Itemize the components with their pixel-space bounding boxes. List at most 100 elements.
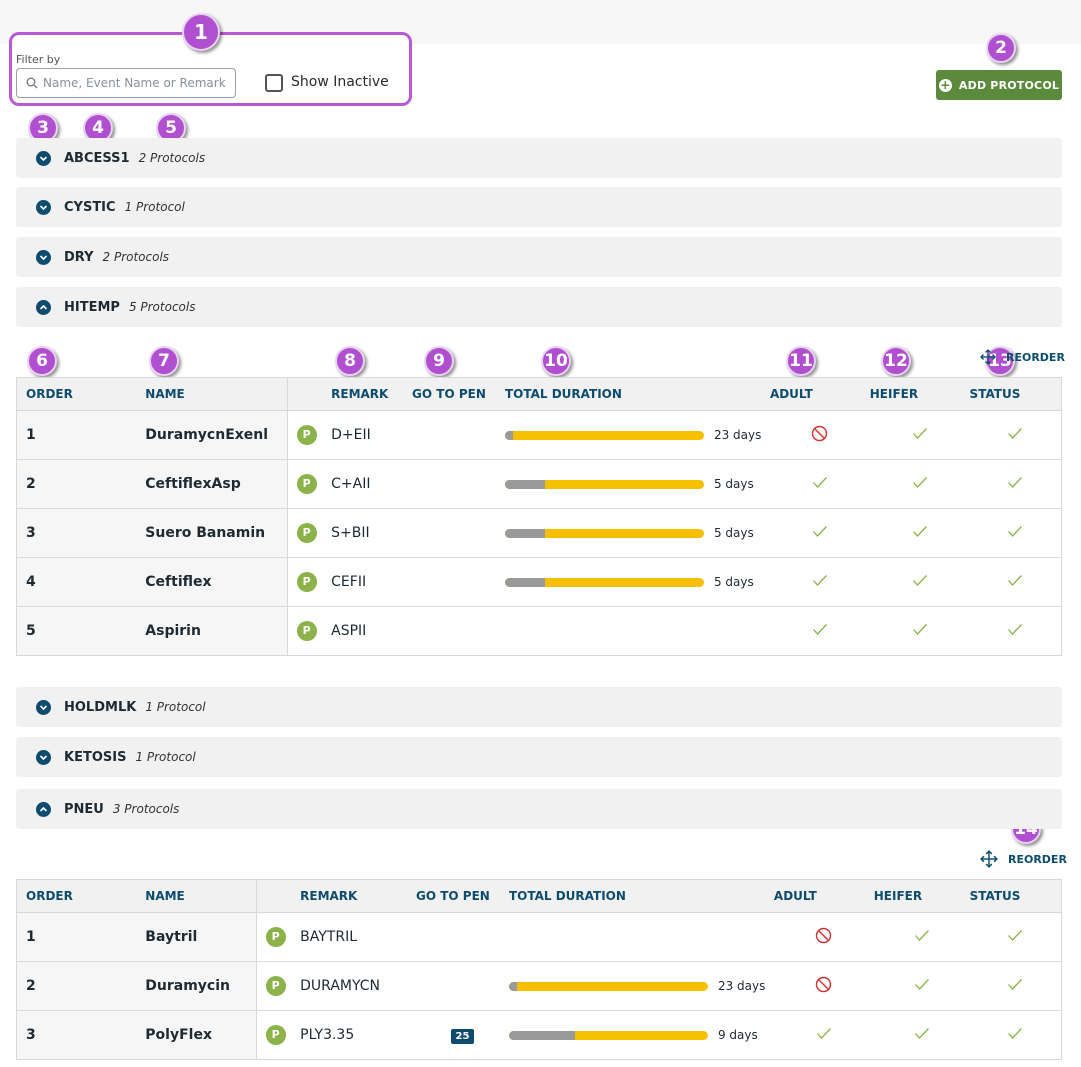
protocol-name[interactable]: Duramycin: [136, 961, 257, 1011]
adult-cell: [769, 557, 870, 607]
table-row[interactable]: 3 PolyFlex P PLY3.35 25 9 days: [16, 1010, 1062, 1060]
chevron-up-icon[interactable]: [36, 299, 51, 315]
group-header-holdmlk[interactable]: HOLDMLK 1 Protocol: [16, 687, 1062, 727]
heifer-cell: [869, 508, 970, 558]
table-row[interactable]: 1 Baytril P BAYTRIL: [16, 912, 1062, 962]
chip-cell: P: [256, 912, 301, 962]
adult-cell: [770, 607, 870, 656]
col-header-go-to-pen[interactable]: GO TO PEN: [412, 377, 505, 411]
table-row[interactable]: 3 Suero Banamin P S+BII 5 days: [16, 508, 1062, 558]
table-row[interactable]: 5 Aspirin P ASPII: [16, 606, 1062, 656]
chevron-down-icon[interactable]: [36, 749, 51, 765]
show-inactive-checkbox[interactable]: [265, 74, 283, 92]
duration-days: 23 days: [713, 428, 762, 442]
chevron-down-icon[interactable]: [36, 150, 51, 166]
heifer-cell: [869, 410, 970, 460]
search-input[interactable]: [43, 69, 233, 97]
callout-badge: 7: [149, 346, 179, 376]
group-header-dry[interactable]: DRY 2 Protocols: [16, 237, 1062, 277]
reorder-button[interactable]: REORDER: [980, 850, 1067, 868]
col-header-remark[interactable]: REMARK: [331, 377, 413, 411]
blocked-icon: [812, 425, 828, 441]
protocol-chip-icon: P: [296, 572, 317, 592]
group-header-pneu[interactable]: PNEU 3 Protocols: [16, 789, 1062, 829]
go-to-pen-cell: [412, 459, 505, 509]
pen-badge[interactable]: 25: [450, 1028, 475, 1044]
col-header-name[interactable]: NAME: [136, 879, 257, 913]
duration-days: 23 days: [717, 979, 766, 993]
chevron-down-icon[interactable]: [36, 699, 51, 715]
callout-badge: 9: [424, 346, 454, 376]
check-icon: [914, 1027, 929, 1039]
protocol-name[interactable]: Aspirin: [136, 606, 288, 656]
group-header-ketosis[interactable]: KETOSIS 1 Protocol: [16, 737, 1062, 777]
chevron-up-icon[interactable]: [36, 801, 51, 817]
col-header-status[interactable]: STATUS: [969, 879, 1062, 913]
group-header-abcess1[interactable]: ABCESS1 2 Protocols: [16, 138, 1062, 178]
total-duration-cell: 23 days: [504, 410, 770, 460]
protocol-name[interactable]: Baytril: [136, 912, 257, 962]
remark-cell: BAYTRIL: [300, 912, 417, 962]
table-row[interactable]: 2 Duramycin P DURAMYCN 23 days: [16, 961, 1062, 1011]
protocol-chip-icon: P: [265, 1025, 286, 1045]
chip-cell: P: [256, 961, 301, 1011]
col-header-heifer[interactable]: HEIFER: [873, 879, 970, 913]
group-name: KETOSIS: [64, 749, 127, 765]
callout-badge: 12: [881, 346, 911, 376]
protocol-name[interactable]: PolyFlex: [136, 1010, 257, 1060]
add-protocol-button[interactable]: + ADD PROTOCOL: [936, 70, 1062, 100]
chip-cell: P: [256, 1011, 300, 1060]
protocol-chip-icon: P: [296, 523, 317, 543]
show-inactive-label[interactable]: Show Inactive: [291, 74, 389, 90]
col-header-name[interactable]: NAME: [136, 377, 288, 411]
move-arrows-icon: [980, 349, 996, 365]
group-header-cystic[interactable]: CYSTIC 1 Protocol: [16, 187, 1062, 227]
duration-bar-lead: [504, 577, 545, 587]
col-header-order[interactable]: ORDER: [16, 377, 137, 411]
col-header-order[interactable]: ORDER: [16, 879, 137, 913]
protocol-name[interactable]: CeftiflexAsp: [136, 459, 288, 509]
go-to-pen-cell: [412, 557, 505, 607]
duration-bar-lead: [504, 528, 545, 538]
table-row[interactable]: 2 CeftiflexAsp P C+AII 5 days: [16, 459, 1062, 509]
group-name: PNEU: [64, 801, 104, 817]
check-icon: [1008, 929, 1023, 941]
col-header-remark[interactable]: REMARK: [300, 879, 417, 913]
col-header-total-duration[interactable]: TOTAL DURATION: [504, 377, 770, 411]
group-name: CYSTIC: [64, 199, 116, 215]
col-header-adult[interactable]: ADULT: [773, 879, 874, 913]
group-protocol-count: 2 Protocols: [102, 250, 170, 264]
remark-cell: CEFII: [331, 557, 413, 607]
col-header-status[interactable]: STATUS: [969, 377, 1062, 411]
col-header-total-duration[interactable]: TOTAL DURATION: [508, 879, 774, 913]
table-row[interactable]: 1 DuramycnExenl P D+EII 23 days: [16, 410, 1062, 460]
col-header-adult[interactable]: ADULT: [769, 377, 870, 411]
table-row[interactable]: 4 Ceftiflex P CEFII 5 days: [16, 557, 1062, 607]
protocol-name[interactable]: Ceftiflex: [136, 557, 288, 607]
search-field[interactable]: [16, 68, 236, 98]
group-name: DRY: [64, 249, 94, 265]
remark-cell: DURAMYCN: [300, 961, 417, 1011]
chevron-down-icon[interactable]: [36, 199, 51, 215]
protocol-name[interactable]: Suero Banamin: [136, 508, 288, 558]
duration-days: 5 days: [713, 477, 754, 491]
go-to-pen-cell: [412, 607, 505, 656]
duration-bar-lead: [504, 430, 513, 440]
chevron-down-icon[interactable]: [36, 249, 51, 265]
reorder-button[interactable]: REORDER: [980, 349, 1065, 365]
duration-bar: [504, 528, 704, 538]
protocol-name[interactable]: DuramycnExenl: [136, 410, 288, 460]
col-header-go-to-pen[interactable]: GO TO PEN: [416, 879, 509, 913]
group-protocol-count: 1 Protocol: [145, 700, 206, 714]
duration-days: 5 days: [713, 526, 754, 540]
heifer-cell: [869, 557, 970, 607]
total-duration-cell: 23 days: [508, 961, 774, 1011]
col-header-heifer[interactable]: HEIFER: [869, 377, 970, 411]
group-header-hitemp[interactable]: HITEMP 5 Protocols: [16, 287, 1062, 327]
check-icon: [912, 525, 927, 537]
plus-circle-icon: +: [938, 77, 952, 92]
protocol-chip-icon: P: [296, 425, 317, 445]
duration-bar: [504, 479, 704, 489]
check-icon: [816, 1027, 831, 1039]
callout-badge: 2: [986, 33, 1016, 63]
